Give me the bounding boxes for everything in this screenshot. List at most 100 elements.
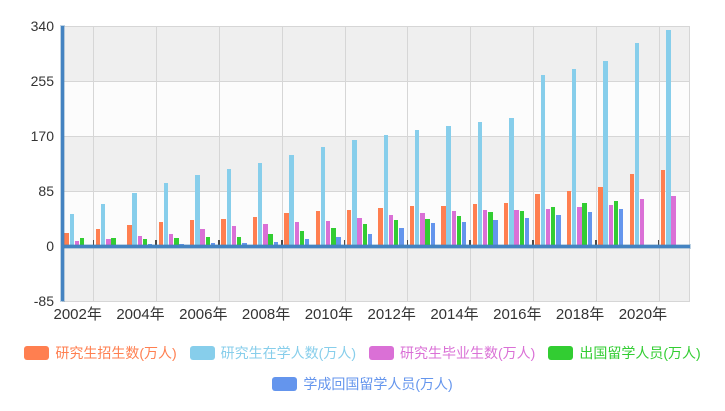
bar-学成回国留学人员(万人)-2019年 (619, 208, 624, 246)
bar-研究生毕业生数(万人)-2017年 (545, 208, 551, 246)
bar-学成回国留学人员(万人)-2016年 (524, 218, 530, 246)
bar-研究生毕业生数(万人)-2021年 (671, 196, 676, 246)
x-axis-tick (532, 240, 534, 245)
bar-研究生在学人数(万人)-2015年 (477, 122, 483, 246)
x-axis-tick (218, 240, 220, 245)
y-gridline (62, 26, 690, 27)
bar-研究生毕业生数(万人)-2018年 (577, 206, 582, 246)
x-gridline (533, 26, 534, 301)
bar-出国留学人员(万人)-2003年 (111, 238, 116, 246)
x-gridline (689, 26, 690, 301)
bar-研究生招生数(万人)-2009年 (284, 212, 289, 246)
bar-出国留学人员(万人)-2019年 (613, 200, 619, 246)
y-gridline (62, 136, 690, 137)
y-axis-label: 0 (46, 238, 54, 254)
bar-出国留学人员(万人)-2017年 (551, 206, 556, 246)
bar-出国留学人员(万人)-2010年 (331, 227, 336, 246)
x-axis-tick (155, 240, 157, 245)
bar-出国留学人员(万人)-2015年 (488, 212, 493, 246)
plot-area (60, 26, 690, 302)
x-axis-tick (406, 240, 409, 245)
bar-出国留学人员(万人)-2005年 (174, 238, 179, 246)
legend-label: 出国留学人员(万人) (579, 345, 701, 361)
x-gridline (281, 26, 283, 301)
bar-研究生毕业生数(万人)-2004年 (137, 236, 142, 246)
bar-研究生在学人数(万人)-2014年 (446, 126, 451, 246)
bar-研究生招生数(万人)-2012年 (378, 207, 383, 246)
bar-研究生招生数(万人)-2005年 (158, 222, 163, 246)
bar-研究生在学人数(万人)-2010年 (320, 146, 326, 246)
legend-row-2: 学成回国留学人员(万人) (0, 376, 725, 392)
bar-研究生招生数(万人)-2014年 (441, 205, 446, 246)
bar-研究生毕业生数(万人)-2011年 (357, 218, 362, 246)
bar-研究生招生数(万人)-2011年 (347, 209, 352, 246)
bar-出国留学人员(万人)-2009年 (299, 231, 305, 246)
x-axis-tick (595, 240, 597, 245)
bar-学成回国留学人员(万人)-2014年 (462, 222, 467, 246)
legend-item-3[interactable]: 出国留学人员(万人) (548, 345, 701, 361)
bar-研究生招生数(万人)-2007年 (221, 218, 226, 246)
legend-item-4[interactable]: 学成回国留学人员(万人) (272, 376, 453, 392)
plot-band (62, 136, 690, 191)
bar-研究生毕业生数(万人)-2015年 (483, 210, 488, 246)
bar-研究生毕业生数(万人)-2016年 (514, 209, 519, 246)
x-gridline (156, 26, 158, 301)
x-axis-label: 2004年 (116, 306, 165, 323)
bar-研究生毕业生数(万人)-2014年 (451, 211, 456, 246)
bar-学成回国留学人员(万人)-2008年 (273, 241, 278, 246)
bar-研究生在学人数(万人)-2005年 (163, 182, 169, 246)
bar-研究生招生数(万人)-2018年 (566, 190, 572, 246)
bar-研究生招生数(万人)-2019年 (598, 186, 603, 246)
bar-出国留学人员(万人)-2011年 (362, 224, 367, 246)
x-gridline (344, 26, 346, 301)
legend-swatch (189, 346, 215, 360)
bar-研究生毕业生数(万人)-2012年 (388, 214, 394, 246)
bar-研究生在学人数(万人)-2020年 (634, 42, 640, 246)
bar-研究生在学人数(万人)-2018年 (572, 69, 577, 246)
bar-出国留学人员(万人)-2004年 (142, 238, 148, 246)
y-gridline (62, 301, 690, 302)
bar-研究生毕业生数(万人)-2007年 (231, 225, 237, 246)
x-axis-label: 2014年 (430, 306, 479, 323)
bar-出国留学人员(万人)-2008年 (268, 234, 273, 246)
y-gridline (62, 191, 690, 192)
bar-研究生在学人数(万人)-2009年 (289, 155, 294, 246)
bar-研究生毕业生数(万人)-2020年 (640, 198, 645, 246)
legend-label: 研究生招生数(万人) (55, 345, 177, 361)
x-axis-label: 2018年 (555, 306, 605, 323)
bar-出国留学人员(万人)-2012年 (394, 220, 399, 246)
bar-研究生在学人数(万人)-2004年 (132, 192, 137, 246)
x-axis-tick (343, 240, 346, 245)
x-axis-label: 2016年 (493, 306, 542, 323)
legend-row-1: 研究生招生数(万人) 研究生在学人数(万人) 研究生毕业生数(万人) 出国留学人员(万… (0, 345, 725, 361)
legend-item-1[interactable]: 研究生在学人数(万人) (189, 345, 356, 361)
x-axis-tick (657, 240, 660, 245)
bar-研究生招生数(万人)-2020年 (629, 174, 634, 246)
bar-研究生招生数(万人)-2006年 (190, 220, 195, 246)
x-gridline (93, 26, 95, 301)
x-axis-tick (469, 240, 471, 245)
legend-item-0[interactable]: 研究生招生数(万人) (24, 345, 177, 361)
bar-研究生毕业生数(万人)-2010年 (326, 221, 331, 246)
bar-研究生在学人数(万人)-2017年 (540, 75, 545, 246)
bar-研究生毕业生数(万人)-2002年 (74, 240, 80, 246)
bar-出国留学人员(万人)-2002年 (80, 237, 85, 246)
bar-研究生毕业生数(万人)-2003年 (106, 238, 111, 246)
bar-研究生在学人数(万人)-2012年 (383, 134, 388, 246)
bar-研究生招生数(万人)-2002年 (64, 232, 69, 246)
bar-研究生招生数(万人)-2021年 (661, 169, 666, 246)
bar-研究生毕业生数(万人)-2013年 (420, 212, 425, 246)
y-axis-label: 85 (38, 183, 54, 199)
bar-研究生招生数(万人)-2013年 (409, 206, 415, 246)
bar-研究生在学人数(万人)-2013年 (415, 129, 420, 246)
legend-swatch (369, 346, 394, 360)
legend-label: 学成回国留学人员(万人) (303, 376, 453, 392)
legend-item-2[interactable]: 研究生毕业生数(万人) (369, 345, 535, 361)
x-axis-label: 2008年 (241, 306, 291, 323)
bar-出国留学人员(万人)-2014年 (456, 216, 462, 246)
x-axis-label: 2002年 (53, 306, 102, 323)
bar-研究生在学人数(万人)-2011年 (352, 139, 357, 246)
bar-出国留学人员(万人)-2013年 (425, 219, 430, 246)
bar-研究生毕业生数(万人)-2006年 (200, 229, 205, 246)
bar-学成回国留学人员(万人)-2017年 (556, 214, 561, 246)
